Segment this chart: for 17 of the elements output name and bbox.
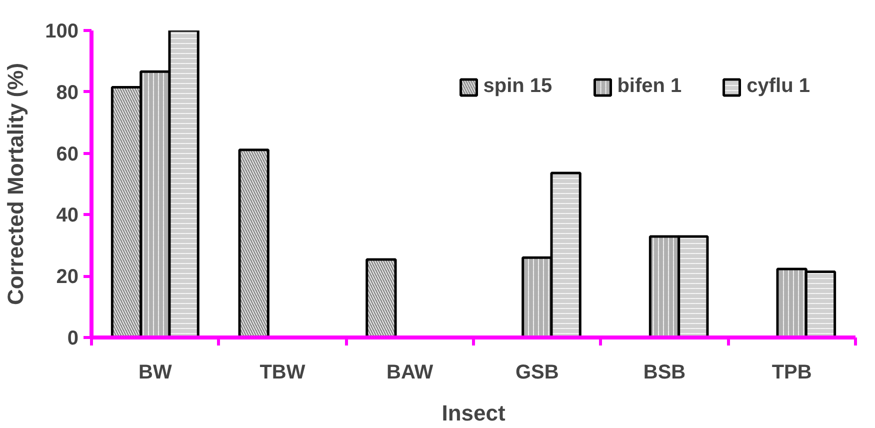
y-tick-label: 20 xyxy=(56,266,79,288)
y-tick-label: 80 xyxy=(56,82,79,104)
y-tick-label: 0 xyxy=(67,328,78,350)
y-axis-title: Corrected Mortality (%) xyxy=(3,62,28,306)
x-tick-label: GSB xyxy=(515,362,559,384)
legend-label: bifen 1 xyxy=(617,75,682,98)
legend-label: cyflu 1 xyxy=(746,75,810,98)
y-tick-label: 60 xyxy=(56,143,79,166)
y-tick-label: 40 xyxy=(56,204,79,227)
x-axis-title: Insect xyxy=(442,400,506,426)
y-tick-label: 100 xyxy=(45,20,79,42)
x-tick-label: TPB xyxy=(772,362,812,384)
x-tick-label: BAW xyxy=(386,362,434,384)
legend-label: spin 15 xyxy=(483,75,552,98)
x-tick-label: BW xyxy=(138,362,172,384)
x-tick-label: BSB xyxy=(643,362,686,384)
x-tick-label: TBW xyxy=(260,362,306,384)
